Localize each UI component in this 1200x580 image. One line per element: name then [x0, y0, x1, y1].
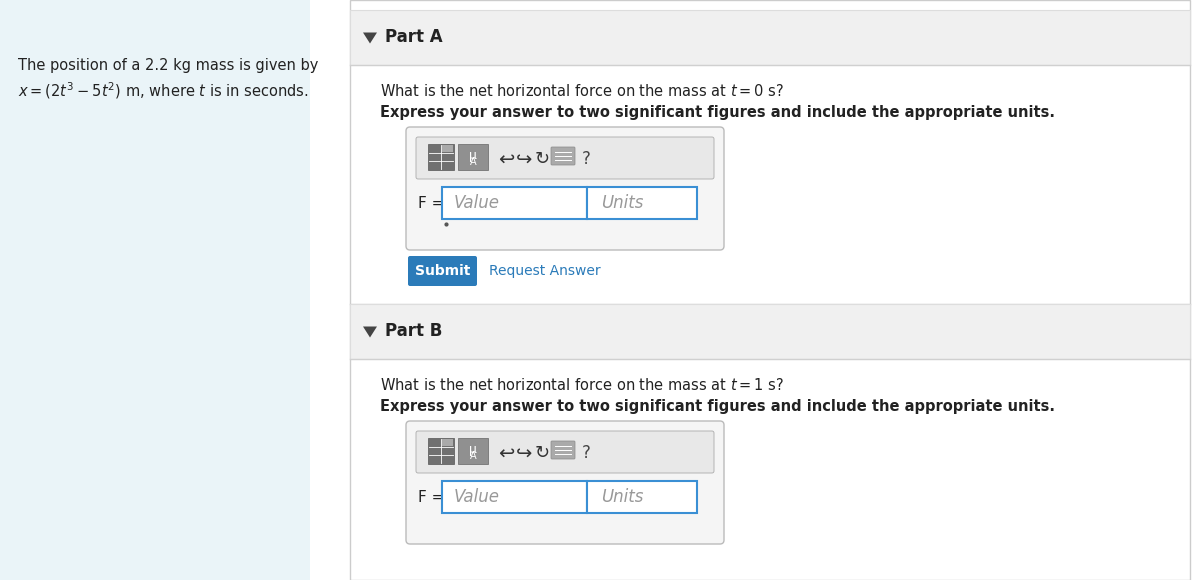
Text: μ: μ: [469, 148, 476, 161]
FancyBboxPatch shape: [587, 187, 697, 219]
Text: Ȧ: Ȧ: [469, 157, 476, 167]
Text: Ȧ: Ȧ: [469, 451, 476, 461]
FancyBboxPatch shape: [442, 187, 587, 219]
FancyBboxPatch shape: [428, 144, 454, 170]
FancyBboxPatch shape: [416, 431, 714, 473]
Text: The position of a 2.2 kg mass is given by: The position of a 2.2 kg mass is given b…: [18, 58, 318, 73]
FancyBboxPatch shape: [350, 0, 1190, 580]
Text: Part A: Part A: [385, 28, 443, 46]
Text: Value: Value: [454, 194, 500, 212]
Text: ?: ?: [582, 444, 590, 462]
FancyBboxPatch shape: [406, 421, 724, 544]
Text: ?: ?: [582, 150, 590, 168]
Text: F =: F =: [418, 490, 444, 505]
Text: What is the net horizontal force on the mass at $t = 1$ s?: What is the net horizontal force on the …: [380, 377, 784, 393]
Text: ↩: ↩: [498, 444, 514, 462]
FancyBboxPatch shape: [442, 145, 454, 152]
Polygon shape: [364, 327, 377, 338]
Text: μ: μ: [469, 443, 476, 455]
Text: $x = (2t^3 - 5t^2)$ m, where $t$ is in seconds.: $x = (2t^3 - 5t^2)$ m, where $t$ is in s…: [18, 80, 308, 101]
Text: ↻: ↻: [534, 150, 550, 168]
Text: F =: F =: [418, 195, 444, 211]
FancyBboxPatch shape: [408, 256, 478, 286]
FancyBboxPatch shape: [442, 481, 587, 513]
Text: Express your answer to two significant figures and include the appropriate units: Express your answer to two significant f…: [380, 105, 1055, 120]
FancyBboxPatch shape: [416, 137, 714, 179]
FancyBboxPatch shape: [587, 481, 697, 513]
Text: ↪: ↪: [516, 150, 532, 169]
Text: What is the net horizontal force on the mass at $t = 0$ s?: What is the net horizontal force on the …: [380, 83, 784, 99]
FancyBboxPatch shape: [350, 304, 1190, 359]
Text: ↪: ↪: [516, 444, 532, 462]
Text: Submit: Submit: [415, 264, 470, 278]
Text: Part B: Part B: [385, 322, 443, 340]
Polygon shape: [364, 32, 377, 44]
FancyBboxPatch shape: [551, 147, 575, 165]
FancyBboxPatch shape: [442, 439, 454, 446]
FancyBboxPatch shape: [406, 127, 724, 250]
Text: Units: Units: [601, 194, 643, 212]
Text: ↻: ↻: [534, 444, 550, 462]
FancyBboxPatch shape: [458, 438, 488, 464]
FancyBboxPatch shape: [551, 441, 575, 459]
Text: Express your answer to two significant figures and include the appropriate units: Express your answer to two significant f…: [380, 399, 1055, 414]
Text: Request Answer: Request Answer: [490, 264, 601, 278]
Text: Units: Units: [601, 488, 643, 506]
FancyBboxPatch shape: [428, 438, 454, 464]
FancyBboxPatch shape: [0, 0, 310, 580]
Text: Value: Value: [454, 488, 500, 506]
FancyBboxPatch shape: [458, 144, 488, 170]
Text: ↩: ↩: [498, 150, 514, 169]
FancyBboxPatch shape: [350, 10, 1190, 65]
